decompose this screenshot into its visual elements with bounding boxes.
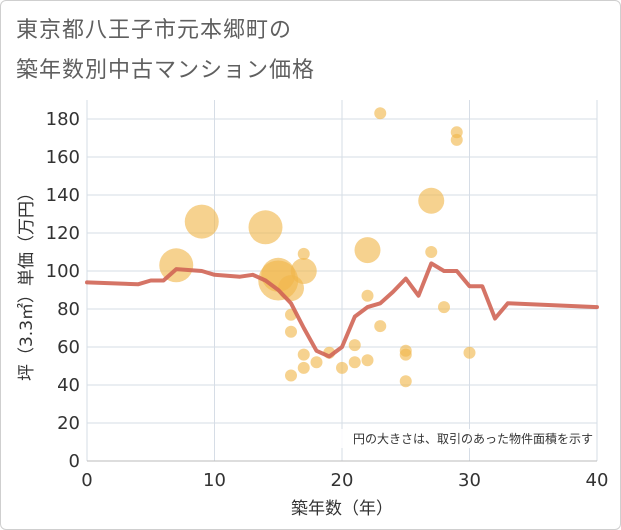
bubble-point <box>248 210 283 245</box>
y-tick-label: 80 <box>57 299 80 320</box>
x-tick-label: 20 <box>331 470 354 491</box>
y-tick-label: 120 <box>46 223 80 244</box>
bubble-point <box>438 301 450 314</box>
bubble-point <box>399 375 412 388</box>
bubble-point <box>297 361 310 374</box>
bubble-point <box>348 356 361 369</box>
x-axis-ticks: 0 10 20 30 40 <box>81 470 608 491</box>
bubble-point <box>297 348 310 361</box>
x-tick-label: 10 <box>203 470 226 491</box>
y-axis-label: 坪（3.3㎡）単価（万円） <box>17 184 37 381</box>
y-tick-label: 40 <box>57 375 80 396</box>
bubble-point <box>374 107 387 120</box>
bubble-point <box>159 248 194 283</box>
y-axis-ticks: 0 20 40 60 80 100 120 140 160 180 <box>46 109 80 472</box>
bubble-point <box>290 258 317 284</box>
chart-title-line1: 東京都八王子市元本郷町の <box>16 18 293 43</box>
y-tick-label: 160 <box>46 147 80 168</box>
bubble-point <box>361 289 374 302</box>
bubble-point <box>285 325 297 338</box>
y-tick-label: 60 <box>57 337 80 358</box>
bubble-point <box>354 237 381 264</box>
chart-title-line2: 築年数別中古マンション価格 <box>16 58 316 83</box>
bubble-point <box>336 361 348 374</box>
x-axis-label: 築年数（年） <box>291 499 393 519</box>
bubble-point <box>399 348 412 361</box>
y-tick-label: 20 <box>57 413 80 434</box>
bubble-point <box>297 247 310 260</box>
bubble-point <box>184 204 219 239</box>
y-tick-label: 180 <box>46 109 80 130</box>
y-tick-label: 100 <box>46 261 80 282</box>
note-background <box>318 429 596 448</box>
bubble-point <box>418 187 445 214</box>
y-tick-label: 0 <box>69 451 80 472</box>
x-tick-label: 30 <box>458 470 481 491</box>
bubble-point <box>285 369 297 382</box>
bubble-point <box>463 346 476 359</box>
y-tick-label: 140 <box>46 185 80 206</box>
bubble-point <box>361 354 374 367</box>
x-tick-label: 0 <box>81 470 92 491</box>
bubble-point <box>310 356 323 369</box>
average-line <box>85 261 599 359</box>
bubble-point <box>450 133 463 146</box>
bubble-point <box>425 246 438 258</box>
bubble-point <box>348 339 361 352</box>
x-tick-label: 40 <box>586 470 609 491</box>
bubble-series <box>159 107 476 388</box>
chart-note: 円の大きさは、取引のあった物件面積を示す <box>353 431 593 446</box>
bubble-point <box>374 320 387 333</box>
average-line-series <box>85 261 599 359</box>
